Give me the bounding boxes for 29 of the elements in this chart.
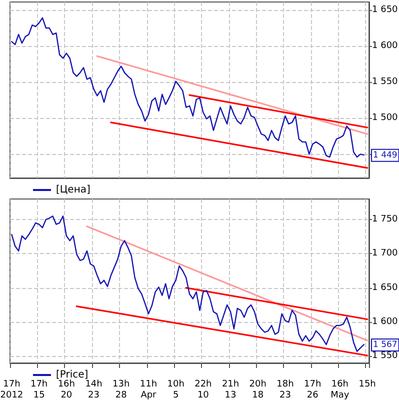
x-tick-label: 22h 10 xyxy=(194,380,212,400)
text: 1 449 xyxy=(373,150,398,160)
y-tick-label: 1 600 xyxy=(372,317,398,327)
x-tick-label: 17h 26 xyxy=(304,380,322,400)
x-tick-label: 10h 5 xyxy=(167,380,184,400)
y-tick-label: 1 500 xyxy=(372,113,398,124)
y-tick-label: 1 700 xyxy=(372,248,398,259)
x-tick-label: 16h May xyxy=(330,380,350,400)
y-tick-label: 1 600 xyxy=(372,41,398,51)
x-tick-label: 15h xyxy=(358,380,376,390)
y-tick-label: 1 750 xyxy=(372,214,398,224)
line-series xyxy=(11,215,364,352)
line-series xyxy=(11,17,364,158)
y-tick-label: 1 550 xyxy=(372,351,398,362)
x-tick-label: 13h 28 xyxy=(112,380,130,400)
x-tick-label: 17h 15 xyxy=(30,380,48,400)
legend-label: [Price] xyxy=(56,370,88,380)
legend-label: [Цена] xyxy=(56,184,90,196)
x-tick-label: 18h 23 xyxy=(276,380,294,400)
text: 1 567 xyxy=(373,340,398,350)
x-tick-label: 17h 2012 xyxy=(0,380,24,400)
x-tick-label: 14h 23 xyxy=(85,380,102,400)
x-tick-label: 21h 13 xyxy=(222,380,240,400)
x-tick-label: 16h 20 xyxy=(58,380,75,400)
x-tick-label: 20h 18 xyxy=(249,380,266,400)
x-tick-label: 11h Apr xyxy=(140,380,158,400)
y-tick-label: 1 650 xyxy=(372,4,398,15)
y-tick-label: 1 550 xyxy=(372,77,398,88)
y-tick-label: 1 650 xyxy=(372,282,398,293)
